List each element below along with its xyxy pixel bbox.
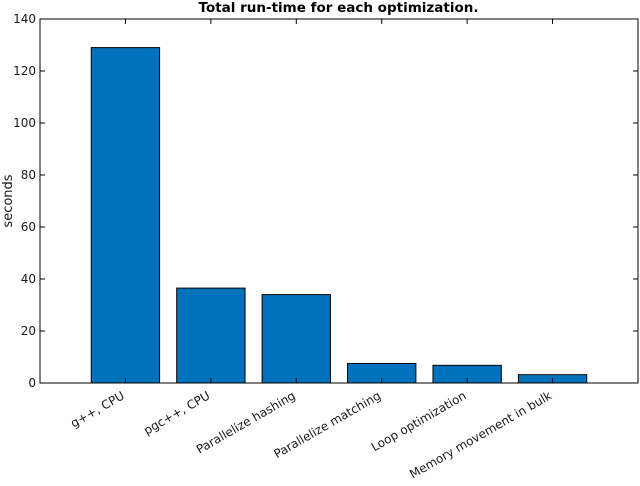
y-tick-label: 60 [21,220,36,234]
plot-frame [39,18,639,384]
x-tick-label: Memory movement in bulk [407,388,554,481]
y-tick-label: 100 [13,116,36,130]
x-tick-label: pgc++, CPU [141,388,212,437]
y-tick-label: 120 [13,64,36,78]
chart-title: Total run-time for each optimization. [199,0,479,16]
bar [176,287,246,384]
y-tick-label: 20 [21,324,36,338]
y-tick-label: 140 [13,12,36,26]
y-tick-label: 40 [21,272,36,286]
bar [261,294,331,384]
x-tick-label: g++, CPU [68,388,127,430]
bar [90,47,161,384]
y-tick-label: 80 [21,168,36,182]
y-axis-label: seconds [1,174,16,227]
y-tick-label: 0 [28,376,36,390]
